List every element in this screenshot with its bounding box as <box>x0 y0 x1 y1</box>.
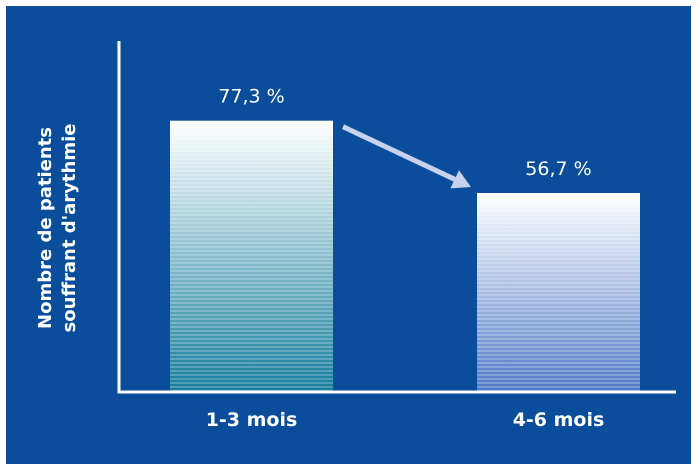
bar-chart: Nombre de patients souffrant d'arythmie … <box>35 41 676 431</box>
x-tick-label-1-3-mois: 1-3 mois <box>206 409 298 431</box>
decrease-arrow <box>341 124 471 189</box>
y-axis-title-line-2: souffrant d'arythmie <box>59 124 80 333</box>
decrease-arrow-head <box>450 170 471 189</box>
bar-4-6-mois-stripes <box>477 192 640 392</box>
y-axis-title-line-1: Nombre de patients <box>35 127 56 329</box>
bar-1-3-mois-stripes <box>170 120 333 392</box>
y-axis-title: Nombre de patients souffrant d'arythmie <box>35 124 80 333</box>
x-tick-label-4-6-mois: 4-6 mois <box>513 409 605 431</box>
data-label-4-6-mois: 56,7 % <box>525 158 591 180</box>
decrease-arrow-shaft <box>341 124 456 182</box>
bars-group <box>170 120 640 392</box>
chart-panel: Nombre de patients souffrant d'arythmie … <box>6 6 691 464</box>
data-label-1-3-mois: 77,3 % <box>218 86 284 108</box>
